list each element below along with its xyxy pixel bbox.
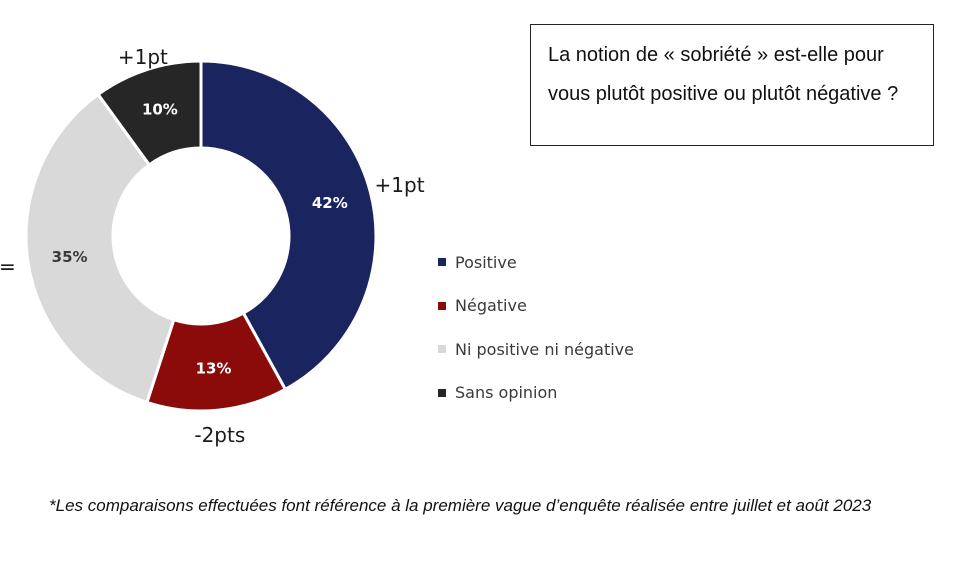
legend-swatch-negative bbox=[438, 301, 446, 310]
legend-item-negative: Négative bbox=[438, 293, 634, 319]
slice-value-label-neutral: 35% bbox=[52, 248, 88, 266]
legend-label-negative: Négative bbox=[455, 296, 527, 316]
legend-item-no-opinion: Sans opinion bbox=[438, 380, 634, 406]
donut-slice-neutral bbox=[24, 92, 176, 405]
legend-swatch-positive bbox=[438, 258, 446, 266]
question-text: La notion de « sobriété » est-elle pour … bbox=[548, 44, 899, 105]
donut-chart: 42% +1pt 13% -2pts 35% = 10% +1pt bbox=[0, 45, 425, 447]
slice-change-label-positive: +1pt bbox=[375, 173, 425, 197]
question-box: La notion de « sobriété » est-elle pour … bbox=[530, 24, 934, 146]
slice-change-label-no-opinion: +1pt bbox=[118, 45, 168, 69]
legend-label-positive: Positive bbox=[455, 252, 517, 272]
slice-change-label-negative: -2pts bbox=[194, 423, 245, 447]
legend: Positive Négative Ni positive ni négativ… bbox=[438, 249, 634, 423]
slice-value-label-negative: 13% bbox=[196, 359, 232, 377]
footnote-text: *Les comparaisons effectuées font référe… bbox=[49, 496, 872, 515]
slice-value-label-positive: 42% bbox=[312, 194, 348, 212]
legend-label-neutral: Ni positive ni négative bbox=[455, 339, 634, 359]
legend-swatch-no-opinion bbox=[438, 388, 446, 397]
legend-item-positive: Positive bbox=[438, 249, 634, 275]
slice-value-label-no-opinion: 10% bbox=[142, 101, 178, 119]
legend-label-no-opinion: Sans opinion bbox=[455, 383, 558, 403]
legend-swatch-neutral bbox=[438, 345, 446, 354]
legend-item-neutral: Ni positive ni négative bbox=[438, 336, 634, 362]
donut-slice-positive bbox=[199, 59, 378, 392]
donut-slice-no-opinion bbox=[96, 59, 203, 167]
slice-change-label-neutral: = bbox=[0, 255, 16, 279]
footnote: *Les comparaisons effectuées font référe… bbox=[49, 490, 964, 521]
